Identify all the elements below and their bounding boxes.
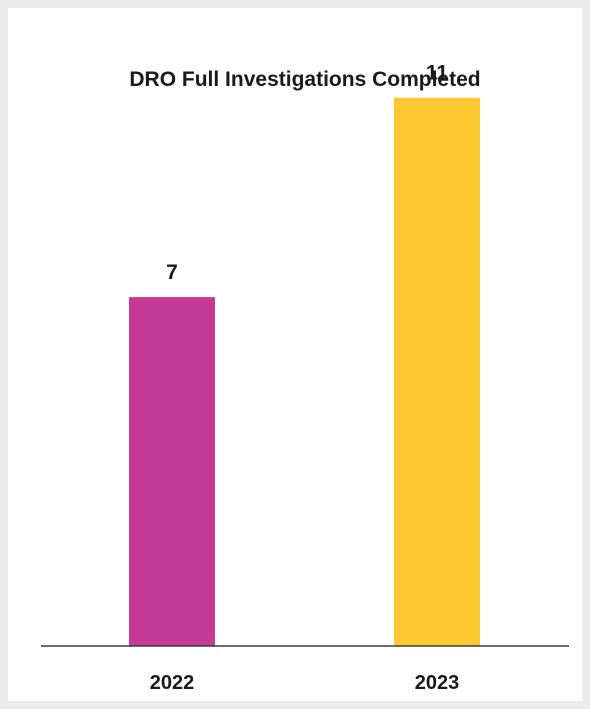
x-tick-label-2023: 2023 [415,672,460,694]
bar-2022 [129,297,215,646]
x-tick-label-2022: 2022 [150,672,195,694]
bar-chart: DRO Full Investigations Completed 7 2022 1… [41,62,569,694]
data-label-2022: 7 [166,261,178,284]
bar-2023 [394,97,480,646]
chart-title: DRO Full Investigations Completed [129,68,480,91]
data-label-2023: 11 [426,62,449,85]
bars-layer: 7 2022 11 2023 [129,62,480,694]
chart-card: DRO Full Investigations Completed 7 2022 1… [8,8,582,701]
